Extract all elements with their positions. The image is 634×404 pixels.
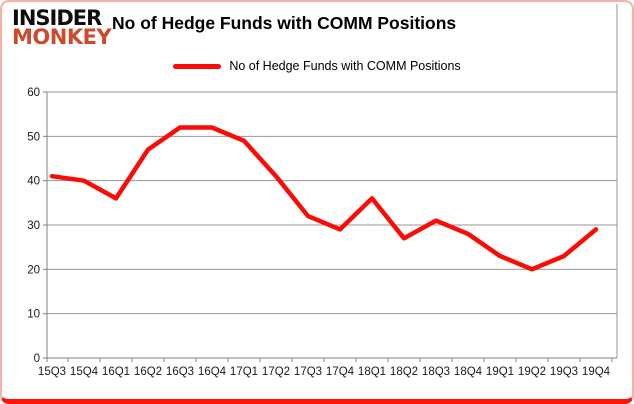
x-tick-label: 18Q1: [358, 366, 386, 378]
chart-title: No of Hedge Funds with COMM Positions: [112, 13, 457, 33]
x-tick-label: 19Q4: [582, 366, 611, 378]
x-tick-label: 17Q2: [262, 366, 290, 378]
x-tick-label: 17Q4: [326, 366, 355, 378]
x-tick-label: 19Q2: [518, 366, 546, 378]
series-line: [49, 125, 599, 272]
legend-label: No of Hedge Funds with COMM Positions: [229, 59, 461, 73]
legend: No of Hedge Funds with COMM Positions: [2, 59, 632, 73]
x-tick-label: 16Q2: [134, 366, 162, 378]
y-tick-label: 30: [27, 220, 40, 232]
x-tick-label: 17Q1: [230, 366, 258, 378]
x-tick-label: 16Q3: [166, 366, 194, 378]
logo-text-insider: INSIDER: [12, 6, 102, 30]
y-tick-label: 0: [34, 353, 40, 365]
x-tick-label: 15Q4: [70, 366, 99, 378]
y-tick-label: 40: [27, 176, 40, 188]
x-tick-label: 18Q4: [454, 366, 483, 378]
insider-monkey-logo: INSIDER MONKEY: [12, 6, 112, 50]
legend-line-marker: [173, 63, 222, 69]
y-tick-label: 60: [27, 87, 40, 99]
y-tick-label: 20: [27, 264, 40, 276]
x-tick-label: 19Q3: [550, 366, 578, 378]
x-tick-label: 18Q3: [422, 366, 450, 378]
y-tick-label: 10: [27, 309, 40, 321]
x-tick-label: 15Q3: [38, 366, 66, 378]
y-tick-label: 50: [27, 131, 40, 143]
x-tick-label: 18Q2: [390, 366, 418, 378]
x-tick-label: 16Q4: [198, 366, 227, 378]
x-tick-label: 17Q3: [294, 366, 322, 378]
x-tick-label: 19Q1: [486, 366, 514, 378]
logo-text-monkey: MONKEY: [12, 25, 112, 50]
x-tick-label: 16Q1: [102, 366, 130, 378]
